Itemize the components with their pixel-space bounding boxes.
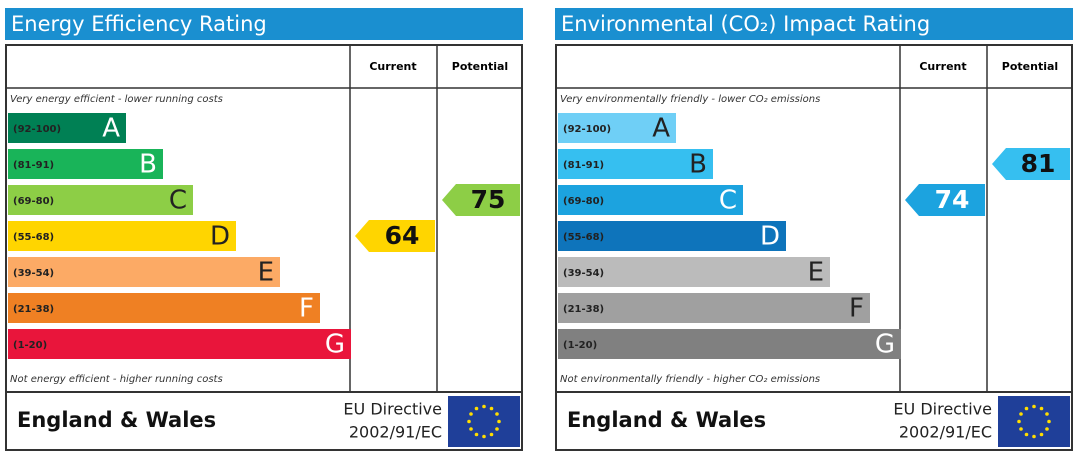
eu-flag: [448, 396, 520, 447]
band: [8, 257, 280, 287]
band-letter: A: [102, 114, 120, 144]
band-letter: F: [299, 294, 314, 324]
band: [558, 257, 830, 287]
bottom-note: Not environmentally friendly - higher CO…: [560, 374, 820, 385]
band-letter: D: [210, 222, 230, 252]
band-letter: A: [652, 114, 670, 144]
eu-star: [482, 404, 486, 409]
eu-star: [482, 434, 486, 439]
title-bar: [555, 8, 1073, 40]
band: [8, 113, 126, 143]
band: [558, 221, 786, 251]
eu-star: [469, 427, 473, 431]
panel-title: Environmental (CO₂) Impact Rating: [561, 12, 930, 36]
title-bar: [5, 8, 523, 40]
eu-star: [1045, 427, 1049, 431]
band-range: (39-54): [563, 268, 604, 279]
band-range: (39-54): [13, 268, 54, 279]
rating-value: 64: [385, 221, 420, 250]
rating-arrow: [355, 220, 435, 252]
band-letter: E: [258, 258, 274, 288]
band-letter: G: [325, 330, 345, 360]
band-range: (81-91): [563, 160, 604, 171]
band: [558, 293, 870, 323]
band-letter: D: [760, 222, 780, 252]
rating-value: 81: [1021, 149, 1056, 178]
epc-panel: Environmental (CO₂) Impact Rating Current…: [555, 8, 1073, 451]
band: [8, 329, 351, 359]
band-range: (92-100): [13, 124, 61, 135]
band-letter: C: [719, 186, 737, 216]
band-range: (21-38): [563, 304, 604, 315]
rating-arrow: [992, 148, 1070, 180]
column-header: Current: [369, 60, 416, 73]
column-header: Potential: [452, 60, 508, 73]
eu-star: [467, 419, 471, 424]
band: [558, 185, 743, 215]
eu-star: [474, 406, 479, 411]
eu-star: [1019, 427, 1023, 431]
band-range: (81-91): [13, 160, 54, 171]
top-note: Very environmentally friendly - lower CO…: [560, 94, 820, 105]
eu-flag: [998, 396, 1070, 447]
eu-star: [1039, 406, 1044, 411]
band-letter: G: [875, 330, 895, 360]
rating-value: 74: [935, 185, 970, 214]
eu-star: [1024, 432, 1029, 437]
bottom-note: Not energy efficient - higher running co…: [10, 374, 223, 385]
eu-star: [489, 432, 494, 437]
epc-panel: Energy Efficiency Rating Current Potential…: [5, 8, 523, 451]
eu-star: [1039, 432, 1044, 437]
directive: 2002/91/EC: [899, 423, 992, 442]
column-header: Current: [919, 60, 966, 73]
band-range: (55-68): [13, 232, 54, 243]
directive: 2002/91/EC: [349, 423, 442, 442]
rating-arrow: [442, 184, 520, 216]
band-letter: E: [808, 258, 824, 288]
footer-region: England & Wales: [17, 408, 216, 432]
eu-star: [469, 412, 473, 416]
band: [8, 293, 320, 323]
band-range: (69-80): [13, 196, 54, 207]
eu-star: [1045, 412, 1049, 416]
band-letter: B: [139, 150, 157, 180]
band-letter: F: [849, 294, 864, 324]
band-range: (1-20): [563, 340, 597, 351]
directive: EU Directive: [893, 400, 992, 419]
eu-star: [497, 419, 501, 424]
band-letter: B: [689, 150, 707, 180]
eu-star: [474, 432, 479, 437]
footer-region: England & Wales: [567, 408, 766, 432]
eu-star: [1017, 419, 1021, 424]
eu-star: [495, 427, 499, 431]
band: [8, 149, 163, 179]
rating-value: 75: [471, 185, 506, 214]
eu-star: [1019, 412, 1023, 416]
eu-star: [1024, 406, 1029, 411]
band-range: (21-38): [13, 304, 54, 315]
panel-title: Energy Efficiency Rating: [11, 12, 267, 36]
band-range: (92-100): [563, 124, 611, 135]
top-note: Very energy efficient - lower running co…: [10, 94, 223, 105]
eu-star: [1032, 404, 1036, 409]
band-range: (1-20): [13, 340, 47, 351]
eu-star: [489, 406, 494, 411]
rating-arrow: [905, 184, 985, 216]
eu-star: [1047, 419, 1051, 424]
eu-star: [495, 412, 499, 416]
eu-star: [1032, 434, 1036, 439]
column-header: Potential: [1002, 60, 1058, 73]
directive: EU Directive: [343, 400, 442, 419]
band: [558, 149, 713, 179]
band: [558, 113, 676, 143]
band: [8, 221, 236, 251]
band: [558, 329, 901, 359]
band-range: (69-80): [563, 196, 604, 207]
band-letter: C: [169, 186, 187, 216]
band: [8, 185, 193, 215]
band-range: (55-68): [563, 232, 604, 243]
